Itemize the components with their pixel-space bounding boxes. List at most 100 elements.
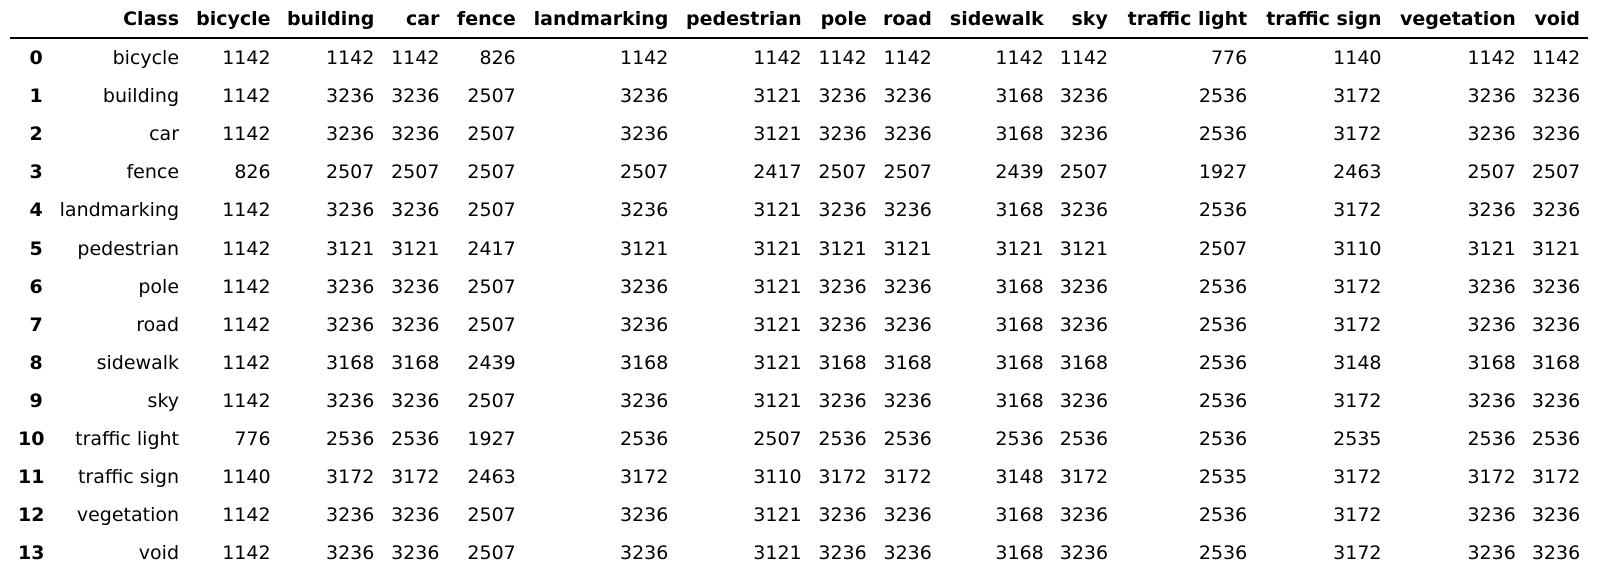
count-cell: 2536	[1467, 427, 1516, 450]
class-name-cell: void	[138, 542, 180, 565]
count-cell: 3236	[1531, 313, 1581, 336]
count-cell: 3236	[391, 504, 440, 527]
count-cell: 3236	[1467, 542, 1516, 565]
row-index: 5	[29, 237, 43, 260]
table-row: 12 vegetation 1142 3236 3236 2507 3236 3121 3236…	[10, 496, 1588, 534]
count-cell: 2536	[1198, 199, 1248, 222]
count-cell: 3121	[995, 237, 1044, 260]
count-cell: 3148	[1333, 351, 1382, 374]
count-cell: 3236	[1531, 542, 1581, 565]
count-cell: 3121	[753, 275, 802, 298]
count-cell: 3236	[883, 313, 932, 336]
count-cell: 2536	[620, 427, 669, 450]
count-cell: 1142	[818, 47, 867, 70]
count-cell: 3236	[1467, 123, 1516, 146]
count-cell: 3121	[391, 237, 440, 260]
count-cell: 2536	[1198, 123, 1248, 146]
row-index: 10	[18, 427, 45, 450]
class-name-cell: vegetation	[76, 504, 180, 527]
count-cell: 1142	[995, 47, 1044, 70]
count-cell: 3236	[325, 504, 375, 527]
count-cell: 3168	[818, 351, 867, 374]
count-cell: 3236	[325, 275, 375, 298]
count-cell: 2536	[1198, 389, 1248, 412]
count-cell: 3168	[995, 504, 1044, 527]
count-cell: 2536	[883, 427, 932, 450]
count-cell: 3168	[1059, 351, 1109, 374]
column-header: landmarking	[523, 0, 677, 39]
table-row: 2 car 1142 3236 3236 2507 3236 3121 3236 3236 3168…	[10, 115, 1588, 153]
count-cell: 1142	[222, 199, 271, 222]
count-cell: 3236	[883, 389, 932, 412]
count-cell: 2507	[467, 199, 516, 222]
column-header: sidewalk	[939, 0, 1052, 39]
class-name-cell: sidewalk	[96, 351, 180, 374]
count-cell: 1142	[222, 389, 271, 412]
count-cell: 2417	[753, 161, 802, 184]
count-cell: 2536	[1198, 275, 1248, 298]
header-row: Class bicycle building car fence landmarking p…	[10, 0, 1588, 39]
count-cell: 1142	[222, 47, 271, 70]
class-name-cell: fence	[126, 161, 180, 184]
count-cell: 3236	[325, 313, 375, 336]
count-cell: 3172	[1531, 466, 1581, 489]
count-cell: 3168	[1467, 351, 1516, 374]
count-cell: 3236	[1467, 85, 1516, 108]
count-cell: 3236	[1467, 389, 1516, 412]
row-index: 3	[29, 161, 43, 184]
table-header: Class bicycle building car fence landmarking p…	[10, 0, 1588, 39]
count-cell: 3236	[325, 123, 375, 146]
count-cell: 2535	[1333, 427, 1382, 450]
count-cell: 3236	[391, 199, 440, 222]
count-cell: 3172	[1059, 466, 1109, 489]
table-row: 11 traffic sign 1140 3172 3172 2463 3172 3110 31…	[10, 458, 1588, 496]
count-cell: 3236	[391, 275, 440, 298]
count-cell: 3236	[620, 504, 669, 527]
count-cell: 3168	[995, 313, 1044, 336]
count-cell: 3236	[1531, 85, 1581, 108]
column-header: fence	[447, 0, 524, 39]
count-cell: 2507	[1059, 161, 1109, 184]
count-cell: 3172	[391, 466, 440, 489]
row-index: 8	[29, 351, 43, 374]
count-cell: 1140	[1333, 47, 1382, 70]
count-cell: 3236	[325, 542, 375, 565]
count-cell: 826	[234, 161, 271, 184]
column-header: bicycle	[187, 0, 279, 39]
table-row: 5 pedestrian 1142 3121 3121 2417 3121 3121 3121 3…	[10, 229, 1588, 267]
count-cell: 1142	[222, 85, 271, 108]
count-cell: 3121	[620, 237, 669, 260]
column-header: traffic light	[1115, 0, 1256, 39]
count-cell: 3236	[818, 275, 867, 298]
count-cell: 3168	[620, 351, 669, 374]
count-cell: 3236	[325, 199, 375, 222]
count-cell: 3121	[1059, 237, 1109, 260]
row-index: 7	[29, 313, 43, 336]
count-cell: 3121	[753, 389, 802, 412]
count-cell: 3236	[883, 542, 932, 565]
class-name-cell: car	[149, 123, 180, 146]
column-header: building	[278, 0, 383, 39]
count-cell: 2507	[620, 161, 669, 184]
count-cell: 3172	[1333, 199, 1382, 222]
row-index: 0	[29, 47, 43, 70]
count-cell: 2536	[995, 427, 1044, 450]
class-name-cell: traffic sign	[77, 466, 180, 489]
class-count-table: Class bicycle building car fence landmarking p…	[10, 0, 1588, 572]
count-cell: 3236	[883, 199, 932, 222]
count-cell: 3121	[753, 351, 802, 374]
column-header: pedestrian	[676, 0, 810, 39]
count-cell: 2439	[995, 161, 1044, 184]
count-cell: 3172	[1333, 466, 1382, 489]
table-row: 13 void 1142 3236 3236 2507 3236 3121 3236 3236 31…	[10, 534, 1588, 572]
column-header: pole	[809, 0, 875, 39]
row-index: 9	[29, 389, 43, 412]
count-cell: 3168	[883, 351, 932, 374]
count-cell: 3121	[1467, 237, 1516, 260]
count-cell: 3236	[620, 313, 669, 336]
table-row: 7 road 1142 3236 3236 2507 3236 3121 3236 3236 316…	[10, 306, 1588, 344]
class-name-cell: bicycle	[112, 47, 180, 70]
count-cell: 3236	[1531, 123, 1581, 146]
count-cell: 1142	[1531, 47, 1581, 70]
count-cell: 1142	[222, 313, 271, 336]
